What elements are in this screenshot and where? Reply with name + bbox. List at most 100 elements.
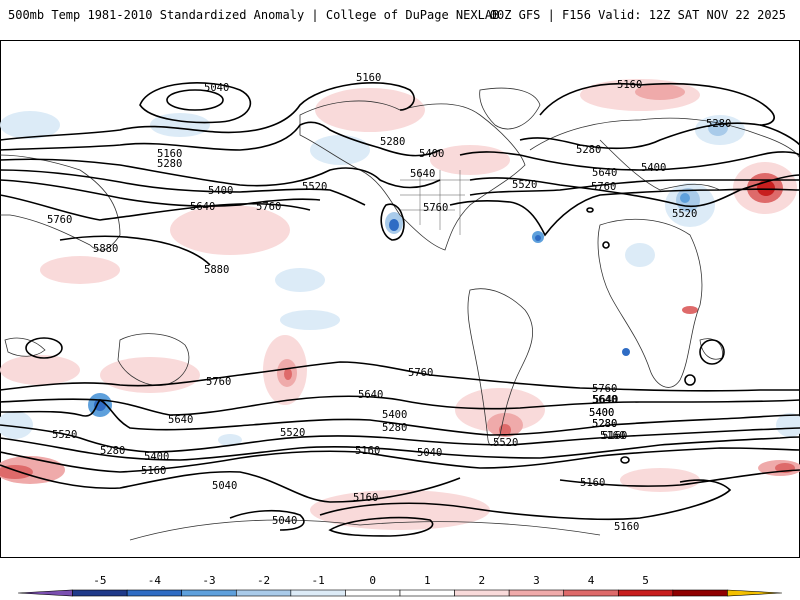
cool-anomaly [275,268,325,292]
contour-label-5880: 5880 [93,243,118,255]
colorbar-segment [17,589,73,597]
contour-label-5400: 5400 [589,407,614,419]
warm-anomaly [40,256,120,284]
contour-label-5280: 5280 [157,158,182,170]
colorbar-segment [727,589,783,597]
contour-label-5280: 5280 [592,418,617,430]
colorbar-segment [617,589,674,597]
contour-label-5640: 5640 [592,394,617,406]
contour-label-5640: 5640 [410,168,435,180]
contour-label-5040: 5040 [212,480,237,492]
contour-label-5280: 5280 [100,445,125,457]
colorbar-tick-label: 2 [479,574,486,587]
contour-labels: 5040 5160 5160 5160 5280 5280 5280 5280 … [47,72,731,533]
contour-label-5640: 5640 [190,201,215,213]
colorbar-segment [126,589,183,597]
contour-label-5760: 5760 [206,376,231,388]
cool-anomaly [622,348,630,356]
contour-label-5040: 5040 [204,82,229,94]
contour-label-5400: 5400 [208,185,233,197]
cool-anomaly [218,434,242,446]
warm-anomaly [315,88,425,132]
colorbar-segment [345,589,401,597]
contour-label-5400: 5400 [144,451,169,463]
cool-anomaly [310,135,370,165]
contour-label-5520: 5520 [52,429,77,441]
warm-anomaly [682,306,698,314]
colorbar-segment [290,589,346,597]
contour-label-5160: 5160 [600,430,625,442]
cool-anomaly [625,243,655,267]
map-title: 500mb Temp 1981-2010 Standardized Anomal… [8,8,500,22]
contour-label-5520: 5520 [672,208,697,220]
colorbar-segment [72,589,128,597]
cool-anomaly [0,111,60,139]
colorbar-tick-label: 5 [642,574,649,587]
colorbar-tick-label: -2 [257,574,270,587]
contour-label-5640: 5640 [593,394,618,406]
colorbar-tick-label: -1 [312,574,325,587]
colorbar-segment [454,589,510,597]
warm-anomaly [100,357,200,393]
colorbar-segment [508,589,565,597]
colorbar-tick-label: -3 [202,574,215,587]
contour-label-5640: 5640 [592,167,617,179]
coastlines [0,87,800,541]
cool-anomaly [280,310,340,330]
contour-label-5280: 5280 [592,418,617,430]
warm-anomaly [455,388,545,432]
cool-anomaly [389,219,399,231]
anomaly-colorbar: -5 -4 -3 -2 -1 0 1 2 3 4 5 [17,574,783,597]
height-contours [0,81,800,537]
contour-label-5160: 5160 [355,445,380,457]
colorbar-labels: -5 -4 -3 -2 -1 0 1 2 3 4 5 [93,574,649,587]
contour-label-5400: 5400 [641,162,666,174]
contour-label-5160: 5160 [141,465,166,477]
colorbar-segments [17,589,783,597]
contour-label-5160: 5160 [157,148,182,160]
colorbar-segment [235,589,292,597]
contour-label-5880: 5880 [204,264,229,276]
cool-anomaly [776,413,800,437]
contour-label-5760: 5760 [408,367,433,379]
contour-label-5760: 5760 [592,383,617,395]
contour-label-5160: 5160 [614,521,639,533]
contour-label-5520: 5520 [512,179,537,191]
contour-label-5520: 5520 [302,181,327,193]
colorbar-segment [563,589,619,597]
contour-label-5280: 5280 [706,118,731,130]
cool-anomaly [535,235,541,241]
contour-label-5280: 5280 [380,136,405,148]
colorbar-segment [399,589,455,597]
cool-anomaly [0,411,33,439]
contour-label-5760: 5760 [423,202,448,214]
colorbar-segment [181,589,237,597]
contour-label-5160: 5160 [602,430,627,442]
contour-label-5280: 5280 [576,144,601,156]
contour-label-5160: 5160 [617,79,642,91]
contour-label-5280: 5280 [382,422,407,434]
contour-label-5400: 5400 [382,409,407,421]
contour-label-5160: 5160 [580,477,605,489]
warm-anomaly [284,368,292,380]
contour-label-5400: 5400 [419,148,444,160]
warm-anomaly [310,490,490,530]
colorbar-tick-label: 3 [533,574,540,587]
colorbar-segment [672,589,728,597]
contour-label-5760: 5760 [47,214,72,226]
colorbar-tick-label: -5 [93,574,106,587]
contour-label-5520: 5520 [280,427,305,439]
contour-label-5640: 5640 [358,389,383,401]
warm-anomaly [635,84,685,100]
contour-label-5400: 5400 [589,407,614,419]
anomaly-shading [0,79,800,530]
contour-label-5760: 5760 [256,201,281,213]
contour-label-5040: 5040 [417,447,442,459]
contour-label-5160: 5160 [356,72,381,84]
contour-label-5760: 5760 [591,181,616,193]
colorbar-tick-label: 0 [369,574,376,587]
contour-label-5160: 5160 [353,492,378,504]
colorbar-tick-label: 1 [424,574,431,587]
warm-anomaly [170,205,290,255]
colorbar-tick-label: -4 [148,574,162,587]
